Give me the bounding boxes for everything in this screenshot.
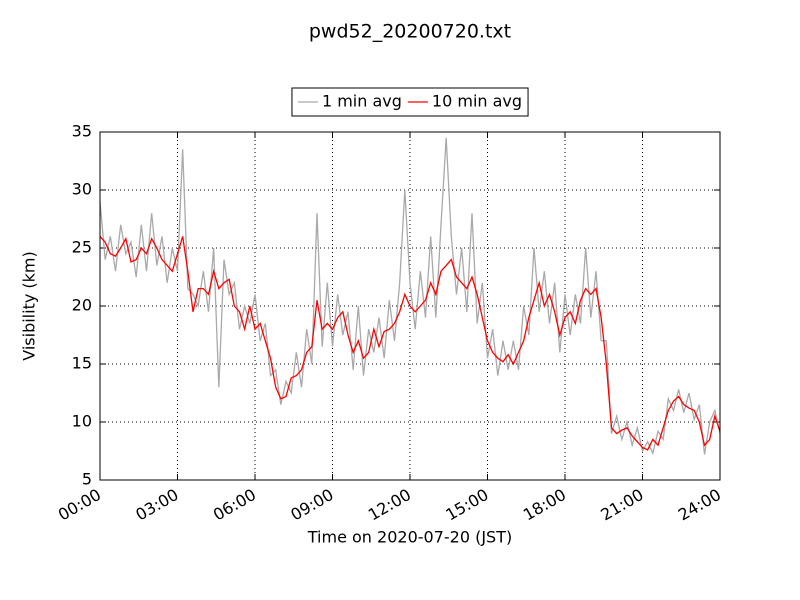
series-line [99,235,721,451]
x-tick-label: 06:00 [210,485,259,525]
x-axis-label: Time on 2020-07-20 (JST) [307,528,512,547]
x-tick-label: 18:00 [520,485,569,525]
legend-label: 10 min avg [432,92,522,111]
series-line [99,137,721,456]
legend: 1 min avg 10 min avg [291,87,529,117]
y-tick-label: 30 [72,180,92,199]
y-tick-label: 20 [72,296,92,315]
x-tick-label: 03:00 [132,485,181,525]
y-tick-label: 15 [72,354,92,373]
y-tick-label: 5 [82,470,92,489]
y-tick-label: 10 [72,412,92,431]
x-tick-label: 00:00 [55,485,104,525]
x-tick-label: 12:00 [365,485,414,525]
chart-title: pwd52_20200720.txt [309,21,511,43]
y-axis-label: Visibility (km) [20,251,39,360]
x-tick-label: 21:00 [597,485,646,525]
y-tick-label: 25 [72,238,92,257]
legend-label: 1 min avg [322,92,402,111]
x-tick-label: 15:00 [442,485,491,525]
plot-frame [99,131,721,481]
x-tick-label: 24:00 [675,485,724,525]
y-tick-label: 35 [72,122,92,141]
x-tick-label: 09:00 [287,485,336,525]
